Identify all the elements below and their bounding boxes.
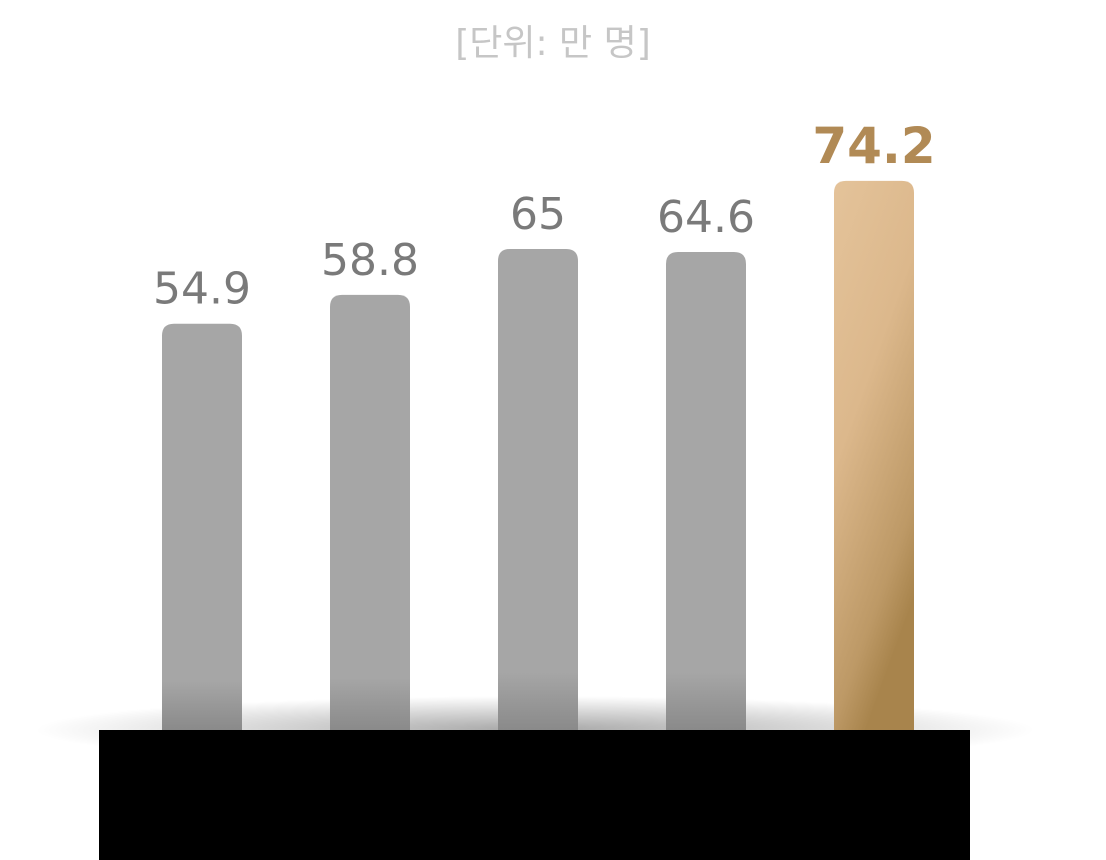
bar: [162, 323, 242, 730]
value-label: 64.6: [657, 192, 755, 243]
labels-layer: 54.9 58.8 65 64.6 74.2: [153, 117, 936, 315]
bar-highlight: [834, 180, 914, 731]
bars-layer: [162, 180, 914, 731]
bar: [666, 251, 746, 730]
value-label-highlight: 74.2: [812, 117, 935, 175]
value-label: 58.8: [321, 235, 419, 286]
value-label: 54.9: [153, 264, 251, 315]
unit-label: [단위: 만 명]: [455, 23, 651, 64]
chart-base: [99, 730, 970, 860]
bar: [498, 249, 578, 730]
bar: [330, 294, 410, 730]
value-label: 65: [510, 189, 566, 240]
